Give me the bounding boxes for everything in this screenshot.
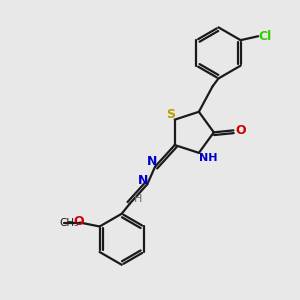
Text: NH: NH xyxy=(200,153,218,163)
Text: Cl: Cl xyxy=(259,30,272,43)
Text: H: H xyxy=(134,194,142,204)
Text: N: N xyxy=(147,155,157,168)
Text: O: O xyxy=(74,215,84,228)
Text: O: O xyxy=(235,124,246,137)
Text: N: N xyxy=(138,174,148,187)
Text: S: S xyxy=(166,108,175,121)
Text: CH₃: CH₃ xyxy=(59,218,79,228)
